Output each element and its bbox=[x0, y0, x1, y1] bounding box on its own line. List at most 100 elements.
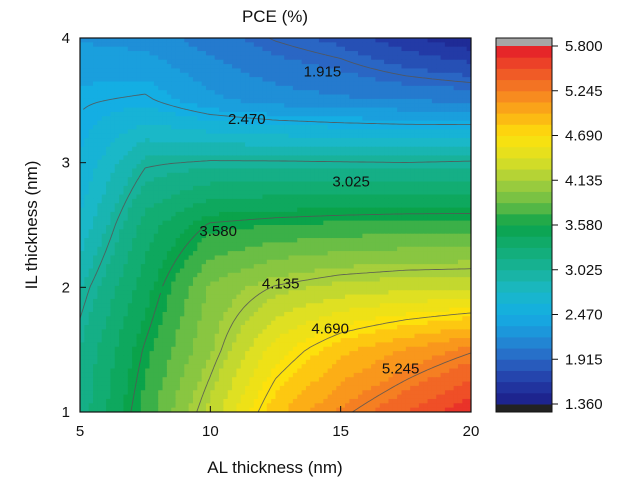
heatmap-cell bbox=[288, 207, 294, 213]
heatmap-cell bbox=[305, 194, 311, 200]
heatmap-cell bbox=[453, 225, 459, 230]
heatmap-cell bbox=[388, 81, 394, 87]
heatmap-cell bbox=[401, 233, 407, 239]
heatmap-cell bbox=[127, 64, 133, 70]
heatmap-cell bbox=[253, 251, 259, 257]
heatmap-cell bbox=[236, 133, 242, 139]
heatmap-cell bbox=[392, 124, 398, 130]
heatmap-cell bbox=[427, 116, 433, 122]
heatmap-cell bbox=[453, 46, 459, 52]
heatmap-cell bbox=[123, 277, 129, 283]
heatmap-cell bbox=[457, 98, 463, 104]
heatmap-cell bbox=[310, 120, 316, 126]
heatmap-cell bbox=[331, 164, 337, 170]
heatmap-cell bbox=[179, 72, 185, 78]
heatmap-cell bbox=[436, 220, 442, 226]
heatmap-cell bbox=[327, 42, 333, 48]
heatmap-cell bbox=[140, 129, 146, 135]
heatmap-cell bbox=[384, 38, 390, 43]
heatmap-cell bbox=[318, 103, 324, 109]
heatmap-cell bbox=[336, 146, 342, 152]
heatmap-cell bbox=[80, 238, 85, 243]
heatmap-cell bbox=[288, 164, 294, 170]
heatmap-cell bbox=[262, 85, 268, 91]
heatmap-cell bbox=[284, 138, 290, 143]
heatmap-cell bbox=[201, 272, 207, 278]
heatmap-cell bbox=[392, 194, 398, 200]
heatmap-cell bbox=[227, 259, 233, 265]
heatmap-cell bbox=[166, 129, 172, 135]
heatmap-cell bbox=[410, 38, 416, 43]
heatmap-cell bbox=[119, 107, 125, 113]
heatmap-cell bbox=[401, 272, 407, 278]
heatmap-cell bbox=[466, 185, 471, 191]
heatmap-cell bbox=[392, 138, 398, 143]
heatmap-cell bbox=[331, 81, 337, 87]
heatmap-cell bbox=[288, 55, 294, 61]
heatmap-cell bbox=[331, 138, 337, 143]
heatmap-cell bbox=[227, 194, 233, 200]
heatmap-cell bbox=[401, 151, 407, 157]
heatmap-cell bbox=[301, 181, 307, 187]
heatmap-cell bbox=[101, 59, 107, 65]
heatmap-cell bbox=[353, 164, 359, 170]
heatmap-cell bbox=[132, 251, 138, 257]
heatmap-cell bbox=[245, 146, 251, 152]
heatmap-cell bbox=[440, 251, 446, 257]
heatmap-cell bbox=[184, 190, 190, 196]
heatmap-cell bbox=[158, 46, 164, 52]
heatmap-cell bbox=[353, 129, 359, 135]
heatmap-cell bbox=[410, 64, 416, 70]
heatmap-cell bbox=[418, 203, 424, 209]
heatmap-cell bbox=[314, 164, 320, 170]
heatmap-cell bbox=[358, 72, 363, 78]
heatmap-cell bbox=[127, 181, 133, 187]
heatmap-cell bbox=[132, 124, 138, 130]
heatmap-cell bbox=[457, 272, 463, 278]
heatmap-cell bbox=[232, 259, 237, 265]
heatmap-cell bbox=[423, 268, 429, 274]
heatmap-cell bbox=[114, 155, 120, 161]
heatmap-cell bbox=[444, 42, 450, 48]
heatmap-cell bbox=[149, 98, 155, 104]
heatmap-cell bbox=[192, 59, 198, 65]
heatmap-cell bbox=[145, 181, 151, 187]
heatmap-cell bbox=[258, 259, 264, 265]
heatmap-cell bbox=[258, 177, 264, 183]
heatmap-cell bbox=[110, 138, 116, 143]
heatmap-cell bbox=[188, 90, 194, 96]
heatmap-cell bbox=[175, 111, 181, 117]
heatmap-cell bbox=[414, 242, 420, 248]
heatmap-cell bbox=[414, 216, 420, 222]
heatmap-cell bbox=[336, 185, 342, 191]
heatmap-cell bbox=[140, 172, 146, 178]
heatmap-cell bbox=[205, 194, 211, 200]
heatmap-cell bbox=[149, 207, 155, 213]
heatmap-cell bbox=[166, 155, 172, 161]
heatmap-cell bbox=[162, 107, 168, 113]
heatmap-cell bbox=[253, 220, 259, 226]
heatmap-cell bbox=[392, 272, 398, 278]
heatmap-cell bbox=[305, 46, 311, 52]
heatmap-cell bbox=[253, 198, 259, 204]
heatmap-cell bbox=[110, 220, 116, 226]
heatmap-cell bbox=[232, 120, 237, 126]
heatmap-cell bbox=[301, 194, 307, 200]
heatmap-cell bbox=[353, 185, 359, 191]
heatmap-cell bbox=[375, 242, 381, 248]
heatmap-cell bbox=[110, 268, 116, 274]
heatmap-cell bbox=[227, 277, 233, 283]
heatmap-cell bbox=[336, 133, 342, 139]
heatmap-cell bbox=[444, 129, 450, 135]
heatmap-cell bbox=[336, 38, 342, 43]
heatmap-cell bbox=[345, 55, 350, 61]
heatmap-cell bbox=[349, 259, 355, 265]
heatmap-cell bbox=[236, 77, 242, 83]
heatmap-cell bbox=[93, 94, 98, 100]
heatmap-cell bbox=[197, 103, 203, 109]
heatmap-cell bbox=[197, 233, 203, 239]
heatmap-cell bbox=[84, 233, 90, 239]
heatmap-cell bbox=[310, 242, 316, 248]
heatmap-cell bbox=[366, 64, 372, 70]
heatmap-cell bbox=[162, 251, 168, 257]
